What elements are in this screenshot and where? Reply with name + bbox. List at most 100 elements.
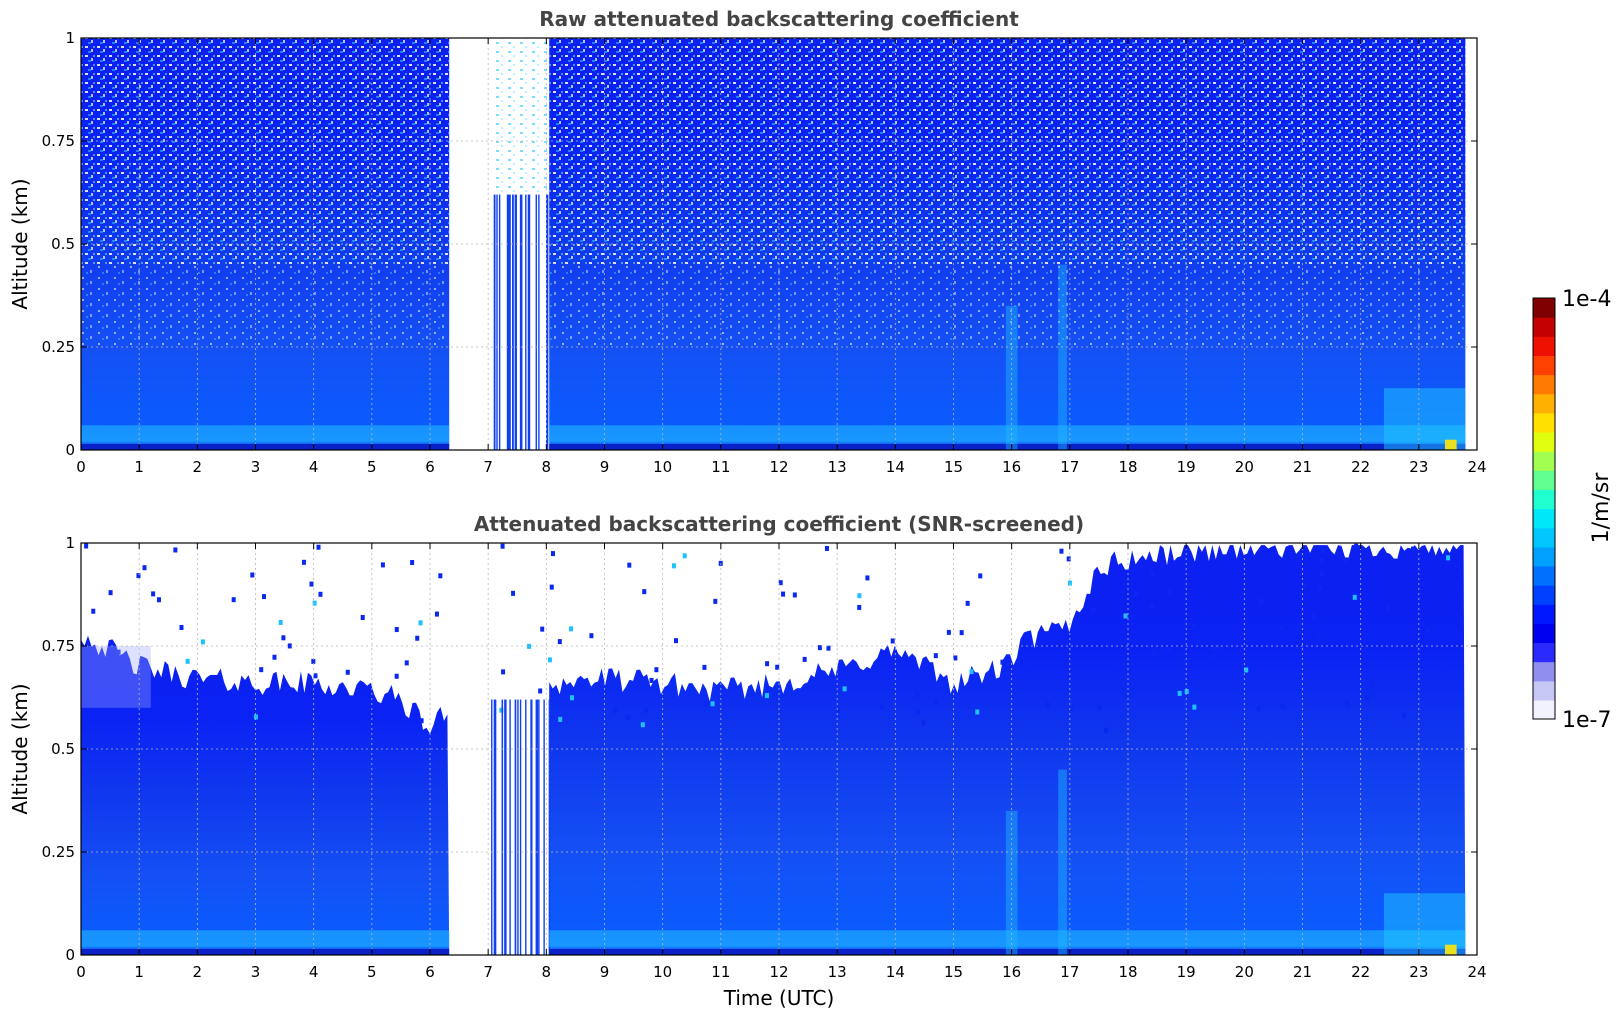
low-value-patch bbox=[81, 646, 151, 708]
screened-pixel bbox=[253, 714, 258, 720]
screened-pixel bbox=[642, 589, 647, 595]
x-tick-label: 22 bbox=[1351, 458, 1370, 476]
screened-pixel bbox=[301, 559, 306, 565]
screened-pixel bbox=[570, 695, 575, 701]
y-ticks: 0 0.25 0.5 0.75 1 bbox=[42, 534, 1477, 964]
screened-pixel bbox=[1352, 594, 1357, 600]
x-tick-label: 5 bbox=[367, 963, 377, 981]
screened-pixel bbox=[1168, 590, 1173, 596]
profile-column bbox=[543, 699, 545, 955]
screened-pixel bbox=[1069, 706, 1074, 712]
colorbar-swatch bbox=[1533, 585, 1555, 605]
y-tick-label: 0.75 bbox=[42, 637, 75, 655]
screened-pixel bbox=[824, 545, 829, 551]
screened-pixel bbox=[551, 551, 556, 557]
x-tick-label: 6 bbox=[425, 458, 435, 476]
colorbar-unit-label: 1/m/sr bbox=[1589, 472, 1614, 544]
screened-pixel bbox=[434, 611, 439, 617]
screened-pixel bbox=[1066, 556, 1071, 562]
profile-column bbox=[506, 194, 510, 450]
screened-pixel bbox=[209, 722, 214, 728]
x-tick-label: 19 bbox=[1177, 963, 1196, 981]
colorbar-swatch bbox=[1533, 527, 1555, 548]
screened-pixel bbox=[1059, 548, 1064, 554]
profile-column bbox=[535, 194, 537, 450]
x-tick-label: 2 bbox=[193, 963, 203, 981]
x-tick-label: 21 bbox=[1293, 963, 1312, 981]
x-tick-label: 4 bbox=[309, 458, 319, 476]
profile-column bbox=[535, 699, 539, 955]
screened-pixel bbox=[1295, 626, 1300, 632]
colorbar-swatch bbox=[1533, 470, 1555, 490]
screened-pixel bbox=[179, 625, 184, 631]
profile-column bbox=[546, 194, 549, 450]
y-tick-label: 0 bbox=[65, 946, 75, 964]
colorbar-swatch bbox=[1533, 412, 1555, 433]
x-tick-label: 1 bbox=[134, 963, 144, 981]
surface-layer bbox=[81, 948, 450, 955]
screened-pixel bbox=[1025, 668, 1030, 674]
screened-pixel bbox=[857, 604, 862, 610]
x-tick-label: 8 bbox=[542, 963, 552, 981]
screened-pixel bbox=[682, 553, 687, 559]
y-tick-label: 1 bbox=[65, 534, 75, 552]
screened-pixel bbox=[1000, 659, 1005, 665]
screened-pixel bbox=[547, 657, 552, 663]
screened-pixel bbox=[625, 714, 630, 720]
surface-layer bbox=[81, 425, 450, 442]
x-tick-label: 9 bbox=[600, 963, 610, 981]
profile-column bbox=[538, 699, 540, 955]
screened-pixel bbox=[1192, 704, 1197, 710]
screened-pixel bbox=[91, 608, 96, 614]
screened-pixel bbox=[278, 619, 283, 625]
screened-pixel bbox=[1186, 657, 1191, 663]
x-tick-label: 15 bbox=[944, 963, 963, 981]
colorbar: 1e-4 1e-7 1/m/sr bbox=[1532, 287, 1614, 733]
screened-pixel bbox=[394, 673, 399, 679]
x-tick-label: 11 bbox=[711, 963, 730, 981]
screened-pixel bbox=[84, 543, 89, 549]
x-tick-label: 10 bbox=[653, 963, 672, 981]
x-tick-label: 15 bbox=[944, 458, 963, 476]
x-tick-label: 18 bbox=[1118, 458, 1137, 476]
profile-column bbox=[514, 699, 517, 955]
colorbar-swatch bbox=[1533, 355, 1555, 376]
screened-pixel bbox=[792, 592, 797, 598]
screened-pixel bbox=[1298, 552, 1303, 558]
y-tick-label: 0.5 bbox=[51, 740, 75, 758]
profile-column bbox=[509, 699, 511, 955]
screened-pixel bbox=[764, 693, 769, 699]
screened-pixel bbox=[438, 573, 443, 579]
x-tick-label: 19 bbox=[1177, 458, 1196, 476]
screened-pixel bbox=[1342, 557, 1347, 563]
colorbar-swatch bbox=[1533, 374, 1555, 395]
profile-column bbox=[493, 194, 496, 450]
screened-pixel bbox=[1244, 667, 1249, 673]
screened-pixel bbox=[1302, 582, 1307, 588]
screened-pixel bbox=[360, 614, 365, 620]
screened-pixel bbox=[775, 664, 780, 670]
screened-pixel bbox=[1097, 704, 1102, 710]
x-tick-label: 18 bbox=[1118, 963, 1137, 981]
colorbar-swatch bbox=[1533, 431, 1555, 452]
screened-pixel bbox=[318, 591, 323, 597]
chart-title: Raw attenuated backscattering coefficien… bbox=[539, 7, 1019, 31]
screened-pixel bbox=[261, 594, 266, 600]
x-tick-label: 1 bbox=[134, 458, 144, 476]
x-tick-label: 9 bbox=[600, 458, 610, 476]
colorbar-swatch bbox=[1533, 699, 1555, 720]
profile-column bbox=[548, 699, 551, 955]
screened-pixel bbox=[1150, 572, 1155, 578]
profile-column bbox=[504, 699, 507, 955]
screened-pixel bbox=[1320, 557, 1325, 563]
colorbar-swatch bbox=[1533, 642, 1555, 663]
surface-layer bbox=[549, 930, 1466, 947]
enhanced-feature bbox=[1058, 769, 1067, 955]
x-tick-label: 14 bbox=[886, 963, 905, 981]
screened-pixel bbox=[1045, 702, 1050, 708]
x-tick-label: 12 bbox=[769, 963, 788, 981]
screened-pixel bbox=[916, 709, 921, 715]
screened-pixel bbox=[415, 635, 420, 641]
x-ticks: 0 1 2 3 4 5 6 7 8 9 10 11 12 13 14 15 16 17 18 19 20 21 22 23 24 bbox=[76, 38, 1487, 476]
grid bbox=[81, 38, 1477, 450]
